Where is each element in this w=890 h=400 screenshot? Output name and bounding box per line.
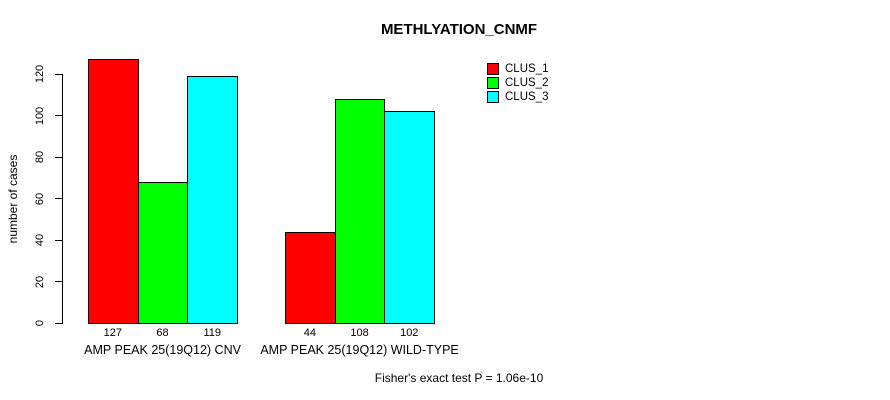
y-tick-label: 60 bbox=[34, 192, 46, 205]
y-tick-mark bbox=[55, 156, 62, 158]
group-label-1: AMP PEAK 25(19Q12) CNV bbox=[84, 343, 241, 357]
bar-clus_2-group2 bbox=[334, 98, 386, 324]
y-axis-label: number of cases bbox=[6, 154, 20, 244]
legend-label: CLUS_2 bbox=[505, 77, 549, 89]
legend-swatch-clus_2 bbox=[487, 77, 499, 89]
bar-value-label: 127 bbox=[103, 327, 123, 339]
bar-value-label: 44 bbox=[303, 327, 316, 339]
legend-swatch-clus_1 bbox=[487, 63, 499, 75]
bar-value-label: 108 bbox=[350, 327, 369, 339]
bar-clus_3-group2 bbox=[384, 111, 436, 324]
legend-item-clus_1: CLUS_1 bbox=[487, 62, 548, 76]
bar-clus_1-group1 bbox=[88, 59, 139, 324]
group-label-2: AMP PEAK 25(19Q12) WILD-TYPE bbox=[260, 343, 459, 357]
y-tick-label: 80 bbox=[34, 150, 46, 164]
y-tick-mark bbox=[55, 115, 62, 116]
y-tick-label: 20 bbox=[34, 275, 46, 288]
bar-value-label: 119 bbox=[203, 327, 222, 339]
bar-value-label: 68 bbox=[156, 327, 169, 339]
footnote-fisher-test: Fisher's exact test P = 1.06e-10 bbox=[374, 371, 544, 385]
y-tick-mark bbox=[55, 322, 62, 324]
legend-item-clus_2: CLUS_2 bbox=[487, 76, 548, 90]
y-tick-mark bbox=[55, 239, 62, 241]
legend-swatch-clus_3 bbox=[487, 91, 499, 103]
legend-item-clus_3: CLUS_3 bbox=[487, 90, 548, 104]
chart-title: METHLYATION_CNMF bbox=[380, 21, 538, 38]
bar-value-label: 102 bbox=[400, 327, 419, 339]
y-tick-mark bbox=[55, 73, 62, 75]
y-tick-label: 40 bbox=[34, 233, 46, 247]
legend-label: CLUS_1 bbox=[505, 63, 549, 75]
y-tick-mark bbox=[55, 198, 62, 199]
y-tick-label: 120 bbox=[34, 64, 46, 84]
y-tick-mark bbox=[55, 281, 62, 282]
y-tick-label: 100 bbox=[34, 106, 46, 125]
bar-clus_3-group1 bbox=[187, 76, 239, 324]
legend-label: CLUS_3 bbox=[505, 91, 549, 103]
bar-clus_2-group1 bbox=[137, 181, 189, 324]
legend: CLUS_1 CLUS_2 CLUS_3 bbox=[487, 62, 548, 104]
bar-clus_1-group2 bbox=[285, 231, 336, 324]
y-tick-label: 0 bbox=[34, 319, 46, 327]
y-axis-line bbox=[62, 74, 63, 324]
